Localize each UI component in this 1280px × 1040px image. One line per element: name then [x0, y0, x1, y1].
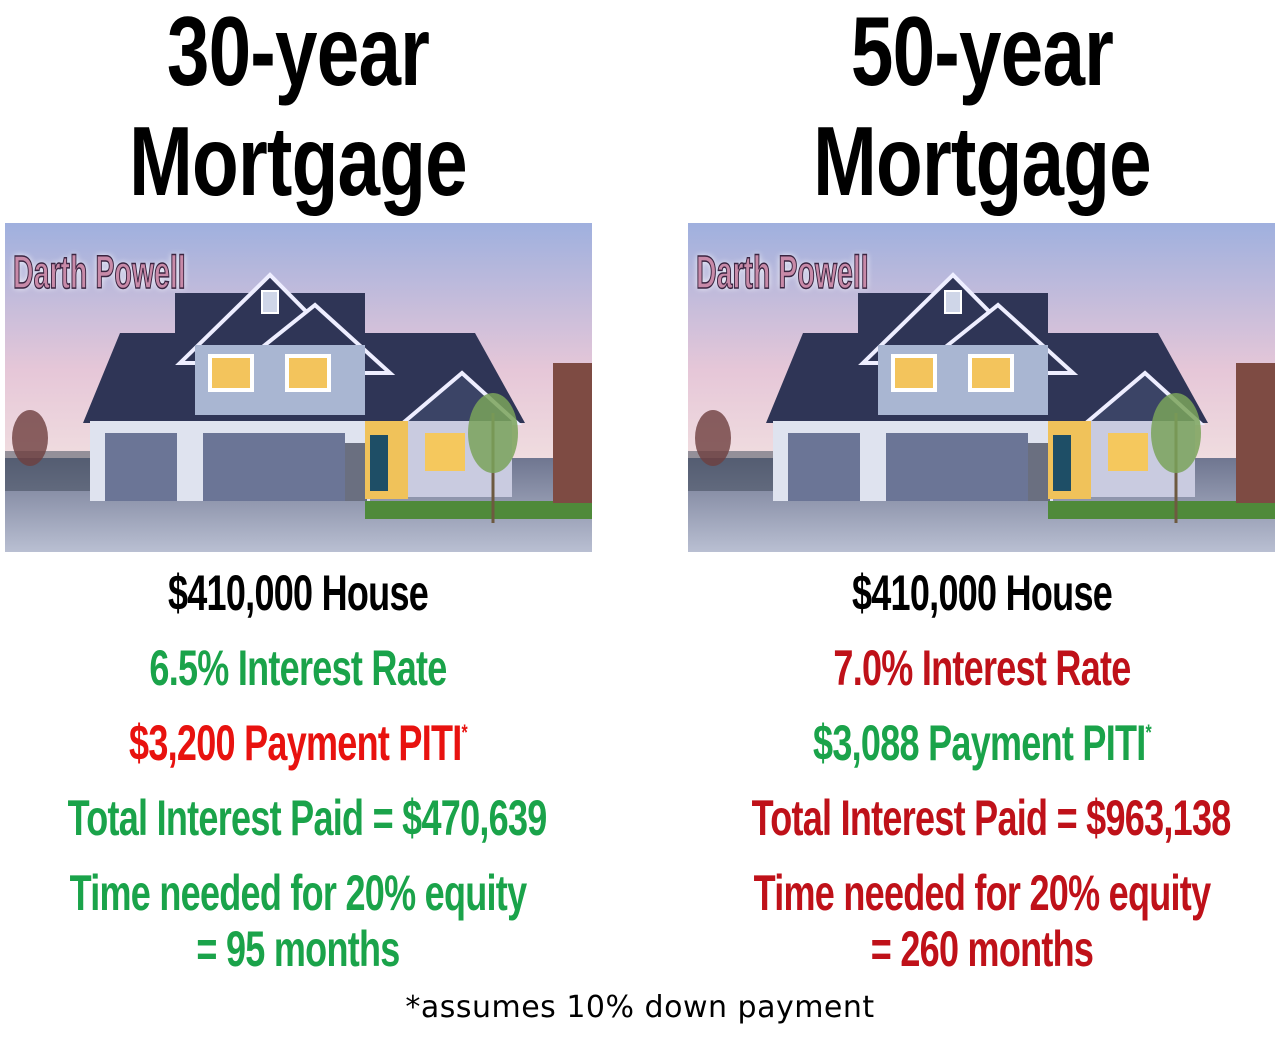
title-term: 50-year [850, 0, 1114, 106]
column-50-year: 50-year Mortgage Darth Powell $410,000 H… [662, 0, 1280, 1000]
title-term: 30-year [166, 0, 430, 106]
watermark: Darth Powell [696, 245, 870, 299]
column-30-year: 30-year Mortgage Darth Powell $410,000 H… [0, 0, 618, 1000]
payment-asterisk: * [461, 720, 468, 745]
house-image: Darth Powell [688, 223, 1275, 552]
house-price: $410,000 House [851, 565, 1113, 621]
house-price: $410,000 House [167, 565, 429, 621]
watermark: Darth Powell [13, 245, 187, 299]
payment: $3,088 Payment PITI* [752, 718, 1213, 768]
payment-asterisk: * [1145, 720, 1152, 745]
footnote: *assumes 10% down payment [405, 990, 875, 1025]
equity-time-value: = 95 months [196, 921, 400, 977]
equity-time-label: Time needed for 20% equity [69, 865, 527, 921]
total-interest: Total Interest Paid = $470,639 [67, 790, 548, 846]
equity-time-value: = 260 months [870, 921, 1094, 977]
payment-text: $3,088 Payment PITI [813, 715, 1146, 771]
interest-rate: 6.5% Interest Rate [149, 640, 447, 696]
title-mortgage: Mortgage [129, 106, 468, 216]
interest-rate: 7.0% Interest Rate [833, 640, 1131, 696]
house-photo [5, 223, 592, 552]
total-interest: Total Interest Paid = $963,138 [751, 790, 1232, 846]
title-mortgage: Mortgage [813, 106, 1152, 216]
payment: $3,200 Payment PITI* [68, 718, 529, 768]
house-photo [688, 223, 1275, 552]
house-image: Darth Powell [5, 223, 592, 552]
equity-time-label: Time needed for 20% equity [753, 865, 1211, 921]
payment-text: $3,200 Payment PITI [129, 715, 462, 771]
